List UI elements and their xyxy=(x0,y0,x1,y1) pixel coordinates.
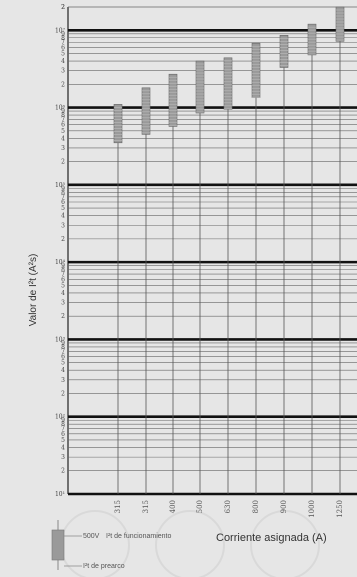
x-tick-label: 630 xyxy=(224,500,232,513)
y-minor-tick-label: 9 xyxy=(61,263,65,270)
legend-label-voltage: 500V xyxy=(83,533,100,540)
i2t-range-bar xyxy=(141,87,151,135)
y-minor-tick-label: 7 xyxy=(61,348,65,355)
y-minor-tick-label: 3 xyxy=(61,68,65,75)
y-minor-tick-label: 8 xyxy=(61,112,65,119)
y-minor-tick-label: 7 xyxy=(61,117,65,124)
grid-layer xyxy=(67,6,357,496)
y-minor-tick-label: 6 xyxy=(61,276,65,283)
y-minor-tick-label: 2 xyxy=(61,4,65,11)
y-minor-tick-label: 5 xyxy=(61,282,65,289)
i2t-range-bar xyxy=(279,35,289,68)
y-minor-tick-label: 6 xyxy=(61,354,65,361)
x-tick-label: 1000 xyxy=(308,500,316,518)
y-minor-tick-label: 8 xyxy=(61,344,65,351)
y-minor-tick-label: 4 xyxy=(61,290,65,297)
x-tick-label: 400 xyxy=(169,500,177,513)
y-minor-tick-label: 6 xyxy=(61,44,65,51)
y-minor-tick-label: 3 xyxy=(61,300,65,307)
y-minor-tick-label: 2 xyxy=(61,390,65,397)
y-decade-tick-label: 10⁵ xyxy=(55,182,66,189)
x-tick-label: 1250 xyxy=(336,500,344,518)
y-decade-tick-label: 10¹ xyxy=(55,491,65,498)
y-minor-tick-label: 2 xyxy=(61,236,65,243)
y-minor-tick-label: 2 xyxy=(61,81,65,88)
y-minor-tick-label: 8 xyxy=(61,267,65,274)
label-layer: 2345678923456789234567892345678923456789… xyxy=(55,4,344,518)
y-minor-tick-label: 7 xyxy=(61,39,65,46)
i2t-range-bar xyxy=(168,73,178,127)
y-minor-tick-label: 2 xyxy=(61,4,65,11)
y-minor-tick-label: 7 xyxy=(61,271,65,278)
y-minor-tick-label: 2 xyxy=(61,159,65,166)
y-decade-tick-label: 10⁴ xyxy=(55,259,66,266)
y-minor-tick-label: 7 xyxy=(61,194,65,201)
i2t-range-bar xyxy=(223,57,233,110)
y-decade-tick-label: 10⁷ xyxy=(55,27,66,34)
y-minor-tick-label: 4 xyxy=(61,135,65,142)
y-minor-tick-label: 6 xyxy=(61,122,65,129)
y-minor-tick-label: 9 xyxy=(61,340,65,347)
y-minor-tick-label: 8 xyxy=(61,189,65,196)
y-minor-tick-label: 9 xyxy=(61,417,65,424)
legend-bar-swatch xyxy=(51,529,65,561)
i2t-range-bar xyxy=(335,6,345,42)
x-tick-label: 315 xyxy=(142,500,150,513)
y-minor-tick-label: 6 xyxy=(61,431,65,438)
y-minor-tick-label: 5 xyxy=(61,128,65,135)
y-minor-tick-label: 5 xyxy=(61,437,65,444)
y-minor-tick-label: 3 xyxy=(61,145,65,152)
y-decade-tick-label: 10⁶ xyxy=(55,105,66,112)
y-minor-tick-label: 5 xyxy=(61,51,65,58)
x-tick-label: 315 xyxy=(114,500,122,513)
x-tick-label: 500 xyxy=(196,500,204,513)
y-decade-tick-label: 10² xyxy=(55,414,66,421)
y-minor-tick-label: 9 xyxy=(61,31,65,38)
i2t-range-bar xyxy=(307,23,317,56)
y-minor-tick-label: 2 xyxy=(61,468,65,475)
y-decade-tick-label: 10³ xyxy=(55,336,66,343)
y-minor-tick-label: 5 xyxy=(61,205,65,212)
y-minor-tick-label: 4 xyxy=(61,58,65,65)
i2t-range-bar xyxy=(195,60,205,114)
y-minor-tick-label: 9 xyxy=(61,185,65,192)
y-minor-tick-label: 3 xyxy=(61,377,65,384)
x-axis-label: Corriente asignada (A) xyxy=(216,532,327,544)
y-minor-tick-label: 6 xyxy=(61,199,65,206)
y-minor-tick-label: 3 xyxy=(61,454,65,461)
y-minor-tick-label: 8 xyxy=(61,421,65,428)
y-minor-tick-label: 2 xyxy=(61,313,65,320)
bar-layer xyxy=(113,6,345,144)
legend: 500V I²t de funcionamiento I²t de prearc… xyxy=(51,520,171,570)
x-tick-label: 800 xyxy=(252,500,260,513)
y-minor-tick-label: 9 xyxy=(61,108,65,115)
legend-label-prearco: I²t de prearco xyxy=(83,563,125,570)
y-minor-tick-label: 4 xyxy=(61,444,65,451)
y-minor-tick-label: 8 xyxy=(61,35,65,42)
i2t-range-bar xyxy=(113,104,123,144)
y-minor-tick-label: 4 xyxy=(61,367,65,374)
y-minor-tick-label: 4 xyxy=(61,213,65,220)
x-tick-label: 900 xyxy=(280,500,288,513)
y-minor-tick-label: 3 xyxy=(61,222,65,229)
y-minor-tick-label: 7 xyxy=(61,426,65,433)
y-axis-label: Valor de I²t (A²s) xyxy=(28,254,39,327)
legend-label-funcionamiento: I²t de funcionamiento xyxy=(106,533,171,540)
y-minor-tick-label: 5 xyxy=(61,360,65,367)
